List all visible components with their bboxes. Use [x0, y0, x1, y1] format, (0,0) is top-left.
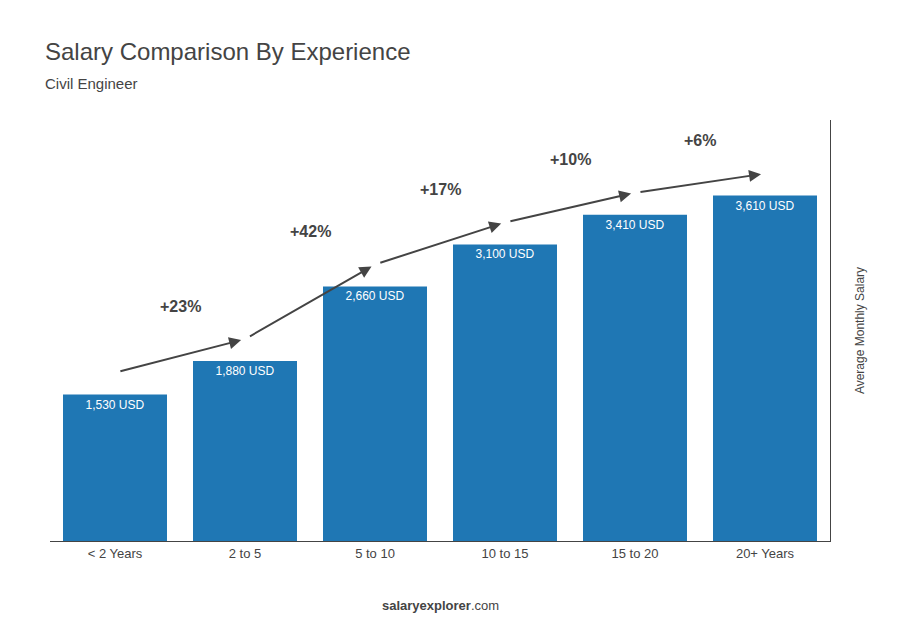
- svg-text:Salary Comparison By Experienc: Salary Comparison By Experience: [45, 38, 411, 65]
- svg-text:3,410 USD: 3,410 USD: [605, 218, 664, 232]
- svg-text:3,100 USD: 3,100 USD: [475, 247, 534, 261]
- svg-text:< 2 Years: < 2 Years: [88, 546, 143, 561]
- svg-text:2 to 5: 2 to 5: [229, 546, 262, 561]
- svg-text:1,530 USD: 1,530 USD: [85, 398, 144, 412]
- svg-text:5 to 10: 5 to 10: [355, 546, 395, 561]
- svg-text:3,610 USD: 3,610 USD: [735, 199, 794, 213]
- svg-text:+42%: +42%: [290, 223, 331, 240]
- svg-text:+6%: +6%: [684, 132, 716, 149]
- svg-text:15 to 20: 15 to 20: [612, 546, 659, 561]
- svg-text:10 to 15: 10 to 15: [482, 546, 529, 561]
- svg-text:salaryexplorer.com: salaryexplorer.com: [382, 598, 499, 613]
- svg-text:1,880 USD: 1,880 USD: [215, 364, 274, 378]
- svg-text:2,660 USD: 2,660 USD: [345, 289, 404, 303]
- svg-text:+23%: +23%: [160, 298, 201, 315]
- svg-text:+17%: +17%: [420, 181, 461, 198]
- svg-text:Civil Engineer: Civil Engineer: [45, 75, 138, 92]
- svg-text:20+ Years: 20+ Years: [736, 546, 795, 561]
- svg-text:Average Monthly Salary: Average Monthly Salary: [853, 267, 867, 394]
- svg-text:+10%: +10%: [550, 151, 591, 168]
